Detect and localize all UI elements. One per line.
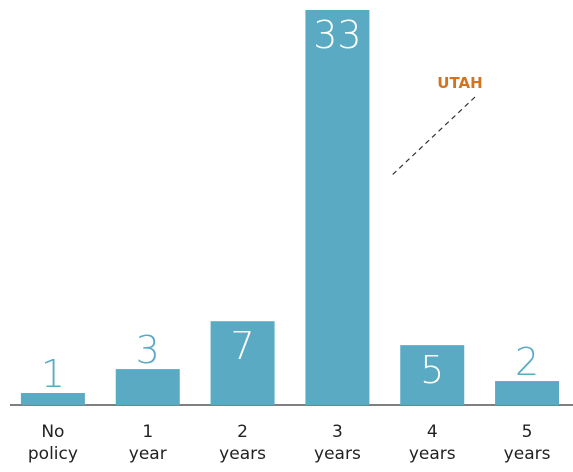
x-tick-label: 3 years [314, 422, 361, 464]
bar [400, 345, 465, 405]
annotation: UTAH [437, 74, 482, 92]
bar [495, 381, 560, 405]
x-tick-label: 5 years [504, 422, 551, 464]
value-label: 7 [230, 324, 254, 368]
x-tick-label: 1 year [129, 422, 167, 464]
x-tick-label: 4 years [409, 422, 456, 464]
bar [115, 369, 180, 405]
bar [305, 10, 370, 405]
value-label: 2 [515, 340, 539, 384]
value-label: 5 [420, 348, 444, 392]
value-label: 33 [313, 13, 361, 57]
bar [20, 393, 85, 405]
value-label: 3 [136, 328, 160, 372]
annotation-line [389, 96, 476, 178]
value-label: 1 [41, 352, 65, 396]
bar [210, 321, 275, 405]
x-tick-label: 2 years [219, 422, 266, 464]
x-tick-label: No policy [28, 422, 78, 464]
